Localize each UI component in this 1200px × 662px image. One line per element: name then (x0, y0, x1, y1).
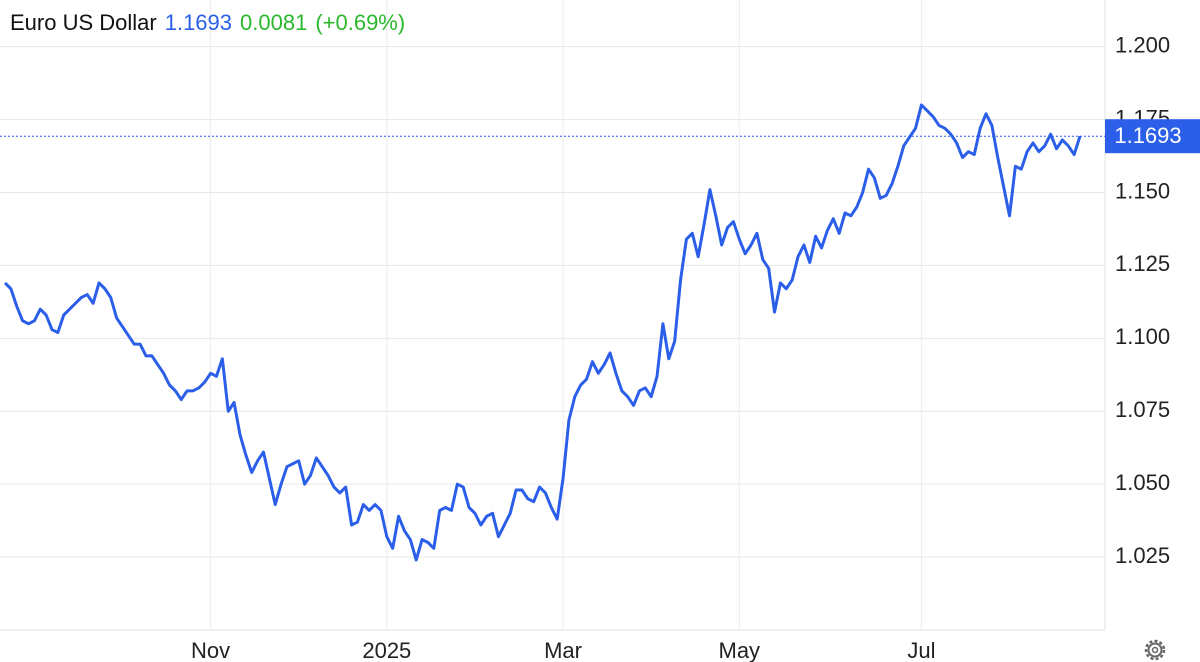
x-tick-label: Mar (544, 638, 582, 662)
x-tick-label: Jul (907, 638, 935, 662)
price-line (3, 103, 1082, 562)
last-price-badge (1105, 119, 1200, 154)
last-price-label: 1.1693 (1114, 123, 1181, 148)
x-tick-label: May (719, 638, 761, 662)
y-tick-label: 1.025 (1115, 543, 1170, 568)
y-tick-label: 1.100 (1115, 324, 1170, 349)
gear-hub (1151, 646, 1159, 654)
y-tick-label: 1.150 (1115, 178, 1170, 203)
y-tick-label: 1.075 (1115, 397, 1170, 422)
change: 0.0081 (240, 10, 308, 35)
x-tick-label: Nov (191, 638, 230, 662)
change-percent: (+0.69%) (315, 10, 406, 35)
y-tick-label: 1.050 (1115, 470, 1170, 495)
y-tick-label: 1.200 (1115, 32, 1170, 57)
x-tick-label: 2025 (362, 638, 411, 662)
header: Euro US Dollar 1.1693 0.0081 (+0.69%) (10, 10, 413, 36)
y-tick-label: 1.125 (1115, 251, 1170, 276)
instrument-name: Euro US Dollar (10, 10, 157, 35)
settings-icon[interactable] (1144, 639, 1166, 661)
gear-teeth (1144, 639, 1166, 661)
price: 1.1693 (164, 10, 233, 35)
gear-body (1147, 642, 1163, 658)
